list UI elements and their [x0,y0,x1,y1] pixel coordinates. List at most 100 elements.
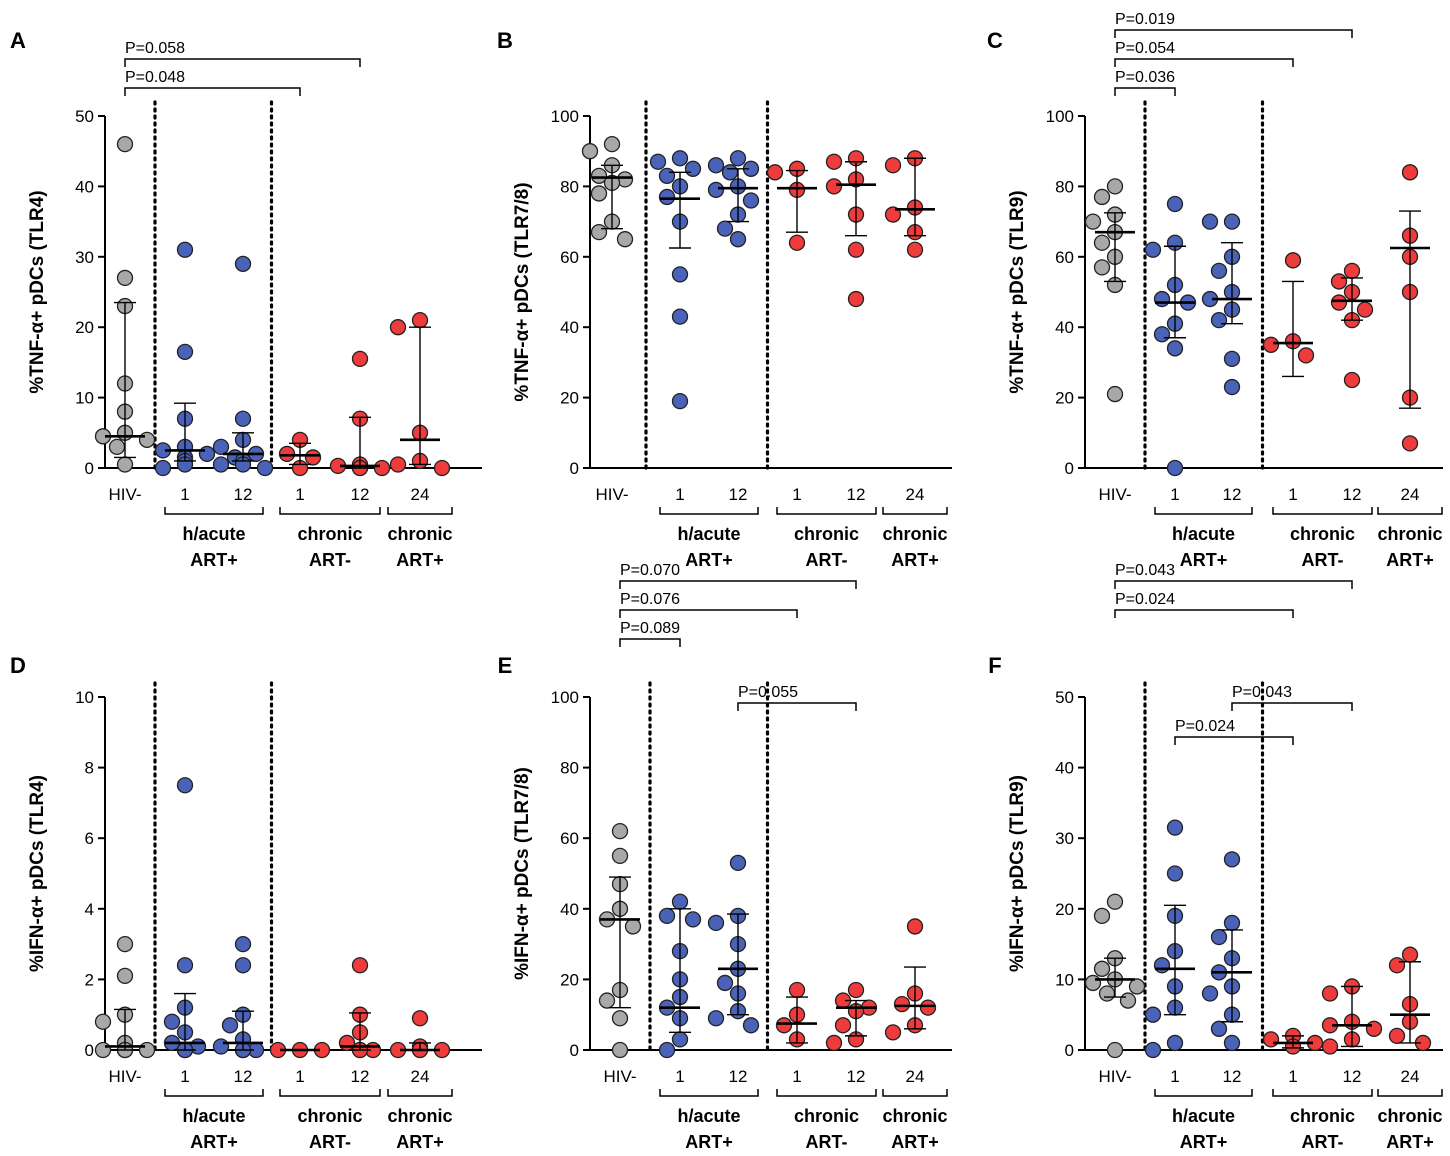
data-point [1201,985,1219,1002]
data-point [1153,290,1171,308]
data-point [707,1010,725,1027]
data-point [94,1041,112,1059]
panel-letter: C [987,28,1003,53]
group-bracket [776,507,877,515]
p-value-label: P=0.043 [1232,684,1292,701]
y-tick-label: 40 [75,177,94,196]
data-point [884,206,902,223]
data-point [729,854,747,872]
group-bracket [1272,507,1373,515]
x-tick-label: HIV- [1098,485,1131,504]
data-point [1166,459,1184,477]
x-tick-label: 12 [1223,1067,1242,1086]
data-point [1144,1006,1162,1023]
data-point [212,438,230,456]
data-point [1128,978,1146,995]
data-point [671,150,689,167]
x-tick-label: 24 [906,485,925,504]
group-label-line2: ART+ [1386,550,1434,570]
data-point [658,167,676,184]
y-tick-label: 0 [85,459,94,478]
data-point [1093,960,1111,977]
significance-bracket [1114,87,1176,96]
group-label-line1: chronic [882,524,947,544]
data-point [788,981,806,999]
data-point [176,957,194,974]
y-tick-label: 30 [75,248,94,267]
panel-F: F %IFN-α+ pDCs (TLR9) 0 10 20 30 40 50 HIV- 1 12 1 1… [988,562,1443,1152]
data-point [707,914,725,932]
group-label-line2: ART- [309,550,351,570]
data-point [825,1034,843,1052]
data-point [729,150,747,167]
data-point [707,181,725,199]
data-point [389,319,407,336]
panel-letter: F [988,653,1001,678]
group-label-line2: ART+ [1386,1132,1434,1152]
panel-letter: A [10,28,26,53]
data-point [1093,907,1111,925]
data-point [742,192,760,209]
data-point [716,220,734,237]
data-point [671,392,689,410]
data-point [616,231,634,248]
x-tick-label: 12 [351,485,370,504]
data-point [1106,1041,1124,1059]
group-label-line1: chronic [387,524,452,544]
data-point [1330,294,1348,311]
x-tick-label: 12 [1343,485,1362,504]
x-tick-label: 1 [1170,485,1179,504]
y-tick-label: 20 [560,389,579,408]
data-point [1388,1027,1406,1045]
y-tick-label: 10 [75,688,94,707]
data-point [1401,435,1419,452]
data-point [611,822,629,840]
data-point [716,974,734,992]
x-tick-label: 1 [1288,485,1297,504]
x-tick-label: 24 [906,1067,925,1086]
x-tick-label: 1 [180,485,189,504]
data-point [1119,992,1137,1009]
group-bracket [659,507,759,515]
x-tick-label: 24 [1401,485,1420,504]
group-bracket [776,1089,877,1097]
data-point [411,1010,429,1027]
group-label-line1: h/acute [182,524,245,544]
y-tick-label: 40 [1055,759,1074,778]
data-point [658,188,676,206]
data-point [658,907,676,925]
data-point [234,935,252,953]
x-tick-label: 12 [729,485,748,504]
data-point [847,981,865,999]
group-label-line1: chronic [882,1106,947,1126]
data-point [671,893,689,910]
group-label-line1: chronic [794,1106,859,1126]
x-tick-label: 24 [411,1067,430,1086]
group-label-line2: ART- [309,1132,351,1152]
x-tick-label: 12 [234,485,253,504]
data-point [684,911,702,928]
x-tick-label: 1 [792,485,801,504]
data-point [116,269,134,287]
significance-bracket [1231,702,1353,711]
significance-bracket [1114,580,1353,589]
data-point [1297,347,1315,364]
data-point [742,1017,760,1034]
data-point [729,231,747,248]
y-tick-label: 60 [560,248,579,267]
group-label-line1: chronic [794,524,859,544]
y-tick-label: 10 [75,389,94,408]
data-point [598,992,616,1009]
data-point [1098,985,1116,1002]
data-point [1144,1041,1162,1059]
group-label-line1: h/acute [1172,1106,1235,1126]
x-tick-label: 24 [411,485,430,504]
data-point [1223,350,1241,368]
y-tick-label: 20 [1055,900,1074,919]
data-point [906,241,924,258]
group-label-line1: h/acute [182,1106,245,1126]
x-tick-label: 1 [1170,1067,1179,1086]
data-point [581,143,599,160]
y-tick-label: 0 [1065,1041,1074,1060]
data-point [1166,340,1184,357]
